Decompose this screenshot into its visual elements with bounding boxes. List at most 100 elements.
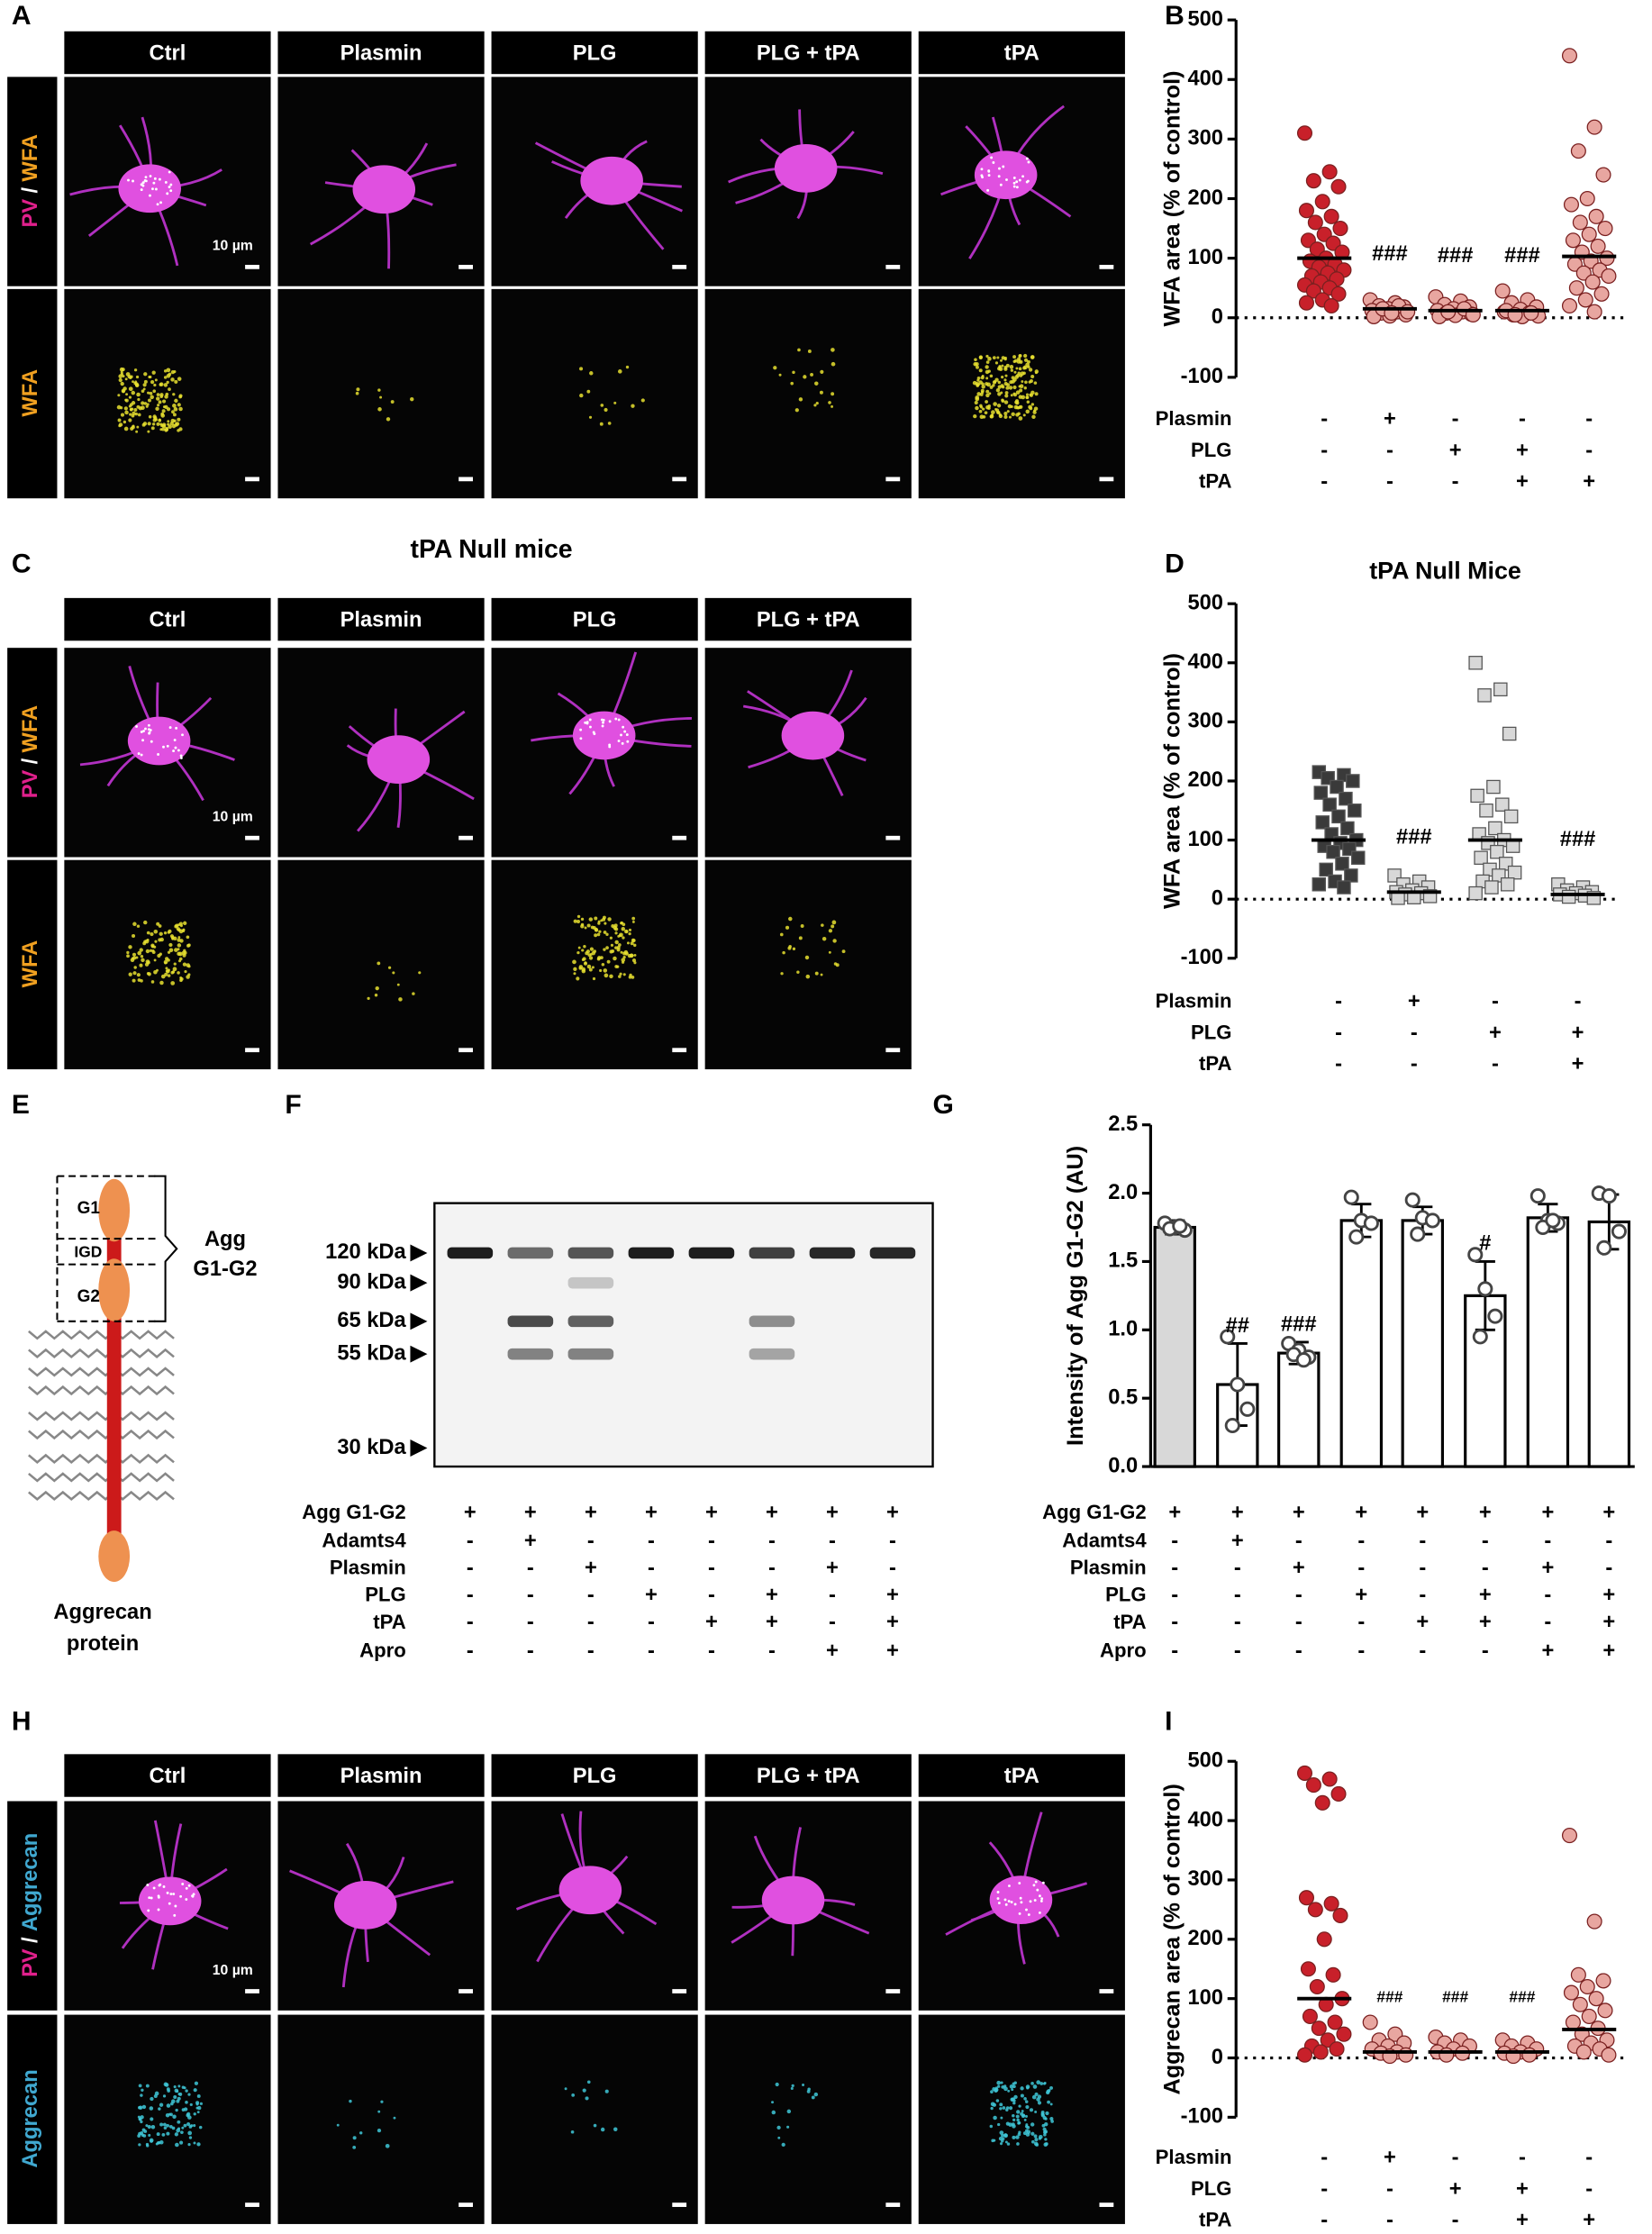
stain-dot: [798, 397, 803, 402]
speckle: [999, 183, 1003, 186]
stain-dot: [631, 920, 635, 923]
stain-dot: [589, 947, 595, 951]
data-point: [1230, 1376, 1246, 1393]
speckle: [168, 170, 171, 174]
stain-dot: [999, 2130, 1004, 2135]
stain-dot: [165, 967, 168, 970]
stain-dot: [1005, 2121, 1010, 2126]
stain-dot: [806, 2089, 811, 2093]
stain-dot: [177, 429, 180, 432]
data-point: [1305, 173, 1321, 189]
y-tick-label: 500: [1187, 591, 1223, 614]
y-tick-label: 100: [1187, 828, 1223, 851]
condition-sign: -: [1171, 1557, 1178, 1580]
condition-label: Agg G1-G2: [302, 1501, 405, 1523]
stain-dot: [1023, 386, 1027, 390]
stain-dot: [1034, 392, 1039, 396]
data-point: [1488, 821, 1502, 836]
micrograph: [491, 859, 698, 1070]
stain-dot: [174, 379, 178, 384]
data-point: [1424, 1212, 1440, 1229]
stain-dot: [170, 369, 176, 375]
stain-dot: [573, 967, 577, 971]
stain-dot: [628, 928, 632, 931]
stain-dot: [150, 944, 155, 949]
speckle: [140, 183, 143, 186]
stain-dot: [791, 2084, 794, 2088]
stain-dot: [984, 411, 988, 415]
stain-dot: [972, 380, 977, 386]
speckle: [149, 194, 151, 197]
stain-dot: [147, 430, 150, 433]
stain-dot: [576, 914, 581, 919]
data-point: [1529, 1188, 1546, 1204]
stain-dot: [1015, 2135, 1020, 2139]
data-point: [1479, 804, 1493, 818]
stain-dot: [122, 389, 125, 394]
row-label-part: WFA: [19, 134, 42, 182]
column-header: PLG + tPA: [757, 41, 860, 65]
stain-dot: [145, 949, 150, 954]
stain-dot: [356, 387, 360, 392]
condition-label: Agg G1-G2: [1042, 1501, 1146, 1523]
stain-dot: [1017, 412, 1021, 416]
stain-dot: [1011, 2088, 1014, 2092]
data-point: [1486, 779, 1501, 795]
stain-dot: [999, 2102, 1003, 2107]
data-point: [1172, 1218, 1188, 1234]
stain-dot: [196, 2093, 201, 2098]
condition-sign: -: [1321, 2177, 1328, 2201]
row-label-strip: [7, 859, 58, 1070]
stain-dot: [593, 2123, 597, 2128]
stain-dot: [989, 2124, 994, 2129]
row-label-part: Aggrecan: [19, 2069, 42, 2167]
y-axis-label: Aggrecan area (% of control): [1159, 1784, 1185, 2094]
stain-dot: [831, 920, 837, 925]
stain-dot: [186, 975, 190, 979]
stain-dot: [148, 376, 151, 379]
stain-dot: [594, 933, 598, 938]
scale-bar: [885, 264, 901, 269]
stain-dot: [780, 972, 784, 976]
condition-sign: -: [1335, 1022, 1342, 1045]
condition-sign: -: [1492, 990, 1499, 1013]
stain-dot: [1000, 384, 1004, 388]
stain-dot: [138, 2117, 142, 2121]
speckle: [174, 746, 177, 749]
blot-band: [447, 1247, 494, 1259]
condition-sign: -: [1295, 1611, 1303, 1634]
condition-sign: +: [766, 1611, 778, 1634]
stain-dot: [1008, 2106, 1013, 2111]
stain-dot: [1015, 367, 1019, 370]
data-point: [1295, 1352, 1312, 1368]
micrograph: [64, 2014, 271, 2224]
stain-dot: [597, 920, 601, 923]
condition-sign: -: [1492, 1053, 1499, 1076]
speckle: [1012, 177, 1016, 179]
speckle: [1003, 1898, 1007, 1902]
stain-dot: [605, 946, 609, 949]
stain-dot: [1000, 2081, 1003, 2084]
condition-sign: +: [1408, 990, 1421, 1013]
blot-band: [567, 1276, 614, 1289]
stain-dot: [600, 2127, 605, 2132]
stain-dot: [136, 425, 140, 429]
bar: [1401, 1219, 1444, 1468]
condition-label: Plasmin: [330, 1557, 406, 1579]
stain-dot: [1003, 367, 1008, 371]
condition-label: Adamts4: [322, 1530, 406, 1552]
stain-dot: [120, 372, 124, 377]
speckle: [584, 721, 587, 724]
condition-sign: -: [1519, 408, 1526, 431]
stain-dot: [831, 404, 834, 408]
data-point: [1468, 656, 1483, 670]
speckle: [1018, 1882, 1021, 1884]
stain-dot: [163, 383, 168, 387]
speckle: [155, 187, 158, 191]
condition-sign: -: [708, 1584, 715, 1607]
stain-dot: [596, 932, 601, 937]
y-tick-label: 0: [1212, 2046, 1223, 2069]
data-point: [1329, 2041, 1345, 2057]
data-point: [1572, 214, 1588, 231]
